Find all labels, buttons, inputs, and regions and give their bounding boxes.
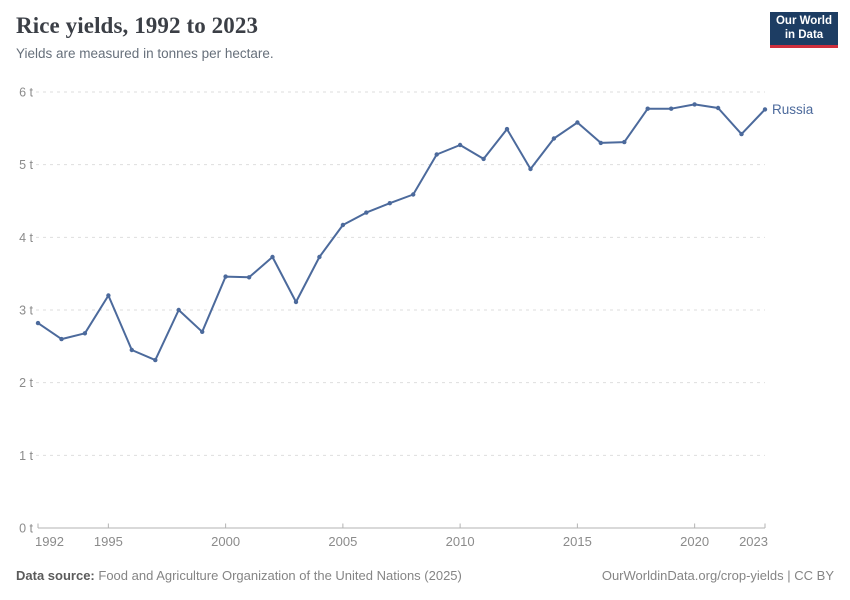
x-axis-label: 2015 (563, 534, 592, 549)
data-source-label: Data source: (16, 568, 95, 583)
data-point[interactable] (200, 329, 205, 334)
data-point[interactable] (411, 192, 416, 197)
data-source: Data source: Food and Agriculture Organi… (16, 568, 462, 583)
owid-logo-line2: in Data (784, 28, 824, 41)
y-axis-label: 5 t (19, 158, 33, 172)
data-point[interactable] (762, 107, 768, 112)
data-point[interactable] (340, 222, 346, 228)
data-point[interactable] (106, 293, 111, 298)
data-point[interactable] (223, 274, 228, 279)
x-axis-label: 1995 (94, 534, 123, 549)
chart-footer: Data source: Food and Agriculture Organi… (16, 568, 834, 583)
x-axis-label: 2023 (739, 534, 768, 549)
owid-logo[interactable]: Our World in Data (770, 12, 838, 48)
owid-logo-line1: Our World (775, 15, 832, 27)
data-line-russia[interactable] (37, 103, 766, 362)
x-axis-label: 2000 (211, 534, 240, 549)
data-point[interactable] (59, 336, 64, 342)
chart-subtitle: Yields are measured in tonnes per hectar… (16, 46, 274, 61)
data-source-text: Food and Agriculture Organization of the… (98, 568, 462, 583)
x-axis-label: 2020 (680, 534, 709, 549)
data-point[interactable] (481, 156, 486, 162)
series-label: Russia (772, 102, 814, 117)
data-point[interactable] (317, 254, 322, 260)
data-point[interactable] (504, 126, 510, 132)
data-point[interactable] (457, 142, 463, 148)
data-point[interactable] (528, 166, 533, 172)
title-block: Rice yields, 1992 to 2023 Yields are mea… (16, 13, 274, 61)
y-axis-label: 6 t (19, 86, 33, 100)
data-point[interactable] (669, 106, 674, 111)
data-point[interactable] (551, 136, 557, 141)
data-point[interactable] (387, 201, 392, 206)
y-axis-label: 1 t (19, 449, 33, 463)
y-axis-label: 3 t (19, 304, 33, 318)
x-axis-label: 2005 (328, 534, 357, 549)
y-axis-label: 4 t (19, 231, 33, 245)
data-point[interactable] (622, 139, 627, 145)
data-point[interactable] (715, 105, 721, 111)
data-point[interactable] (598, 140, 603, 146)
data-point[interactable] (129, 347, 134, 353)
data-point[interactable] (434, 152, 439, 157)
data-point[interactable] (739, 131, 744, 137)
page-title: Rice yields, 1992 to 2023 (16, 13, 259, 38)
x-axis-label: 2010 (446, 534, 475, 549)
chart-svg[interactable]: 0 t 1 t 2 t 3 t 4 t 5 t 6 t 1992 1995 2000 2005 201… (0, 0, 850, 560)
data-point[interactable] (246, 275, 252, 280)
chart-header: Rice yields, 1992 to 2023 Yields are mea… (0, 0, 850, 80)
data-point[interactable] (153, 357, 158, 363)
data-point[interactable] (364, 210, 369, 215)
data-point[interactable] (692, 102, 697, 107)
data-point[interactable] (35, 320, 41, 326)
credit-link[interactable]: OurWorldinData.org/crop-yields | CC BY (601, 568, 834, 583)
data-point[interactable] (82, 331, 88, 336)
y-axis-label: 0 t (19, 522, 33, 536)
data-point[interactable] (270, 254, 275, 260)
y-axis-label: 2 t (19, 376, 33, 390)
data-point[interactable] (176, 307, 181, 313)
data-point[interactable] (645, 106, 650, 111)
x-axis-label: 1992 (35, 534, 64, 549)
data-point[interactable] (575, 120, 580, 125)
data-point[interactable] (293, 299, 299, 305)
